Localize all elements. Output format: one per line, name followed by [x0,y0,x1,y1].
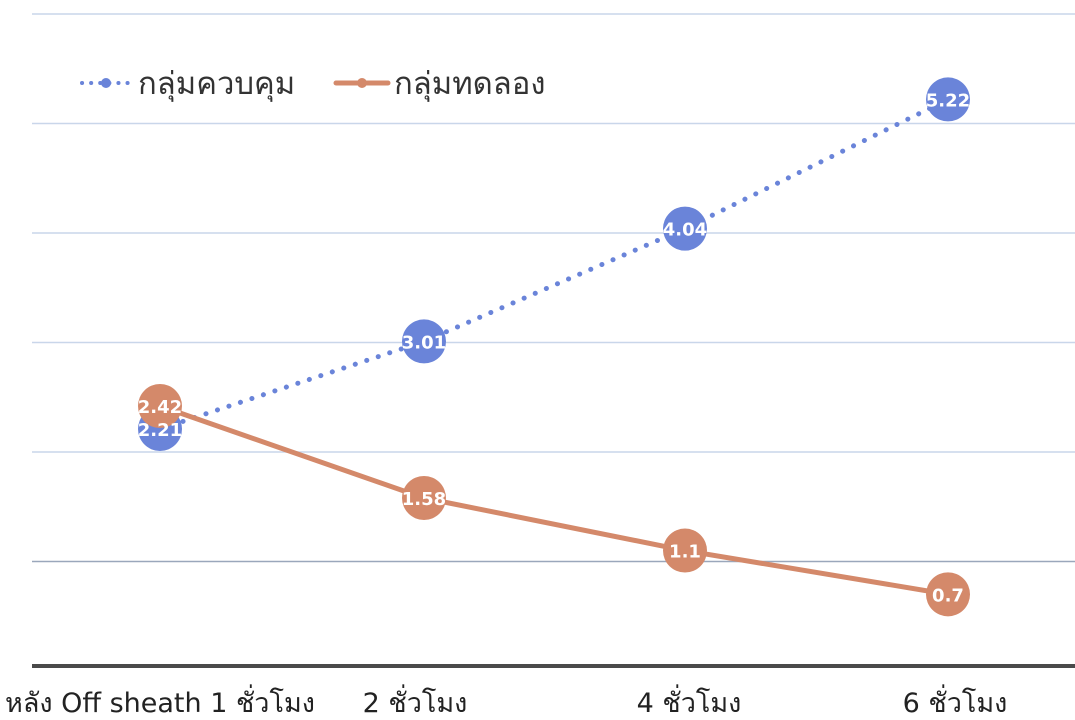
data-point-control [402,319,446,364]
series-line-control [157,96,951,432]
x-tick-label: หลัง Off sheath 1 ชั่วโมง [5,684,315,719]
data-point-control [663,206,707,251]
data-point-experiment [402,475,446,520]
data-label-control: 5.22 [926,90,970,111]
data-label-experiment: 1.58 [402,489,446,510]
data-label-experiment: 0.7 [932,585,964,606]
data-point-experiment [663,528,707,573]
data-label-control: 2.21 [138,420,182,441]
legend-item-control: กลุ่มควบคุม [80,66,295,103]
data-label-control: 4.04 [663,220,707,241]
data-point-experiment [138,384,182,429]
data-label-control: 3.01 [402,332,446,353]
x-tick-labels: หลัง Off sheath 1 ชั่วโมง 2 ชั่วโมง 4 ชั่ว… [5,684,1007,719]
x-tick-label: 2 ชั่วโมง [363,684,468,719]
legend-label-experiment: กลุ่มทดลอง [394,66,546,103]
legend-experiment-marker-icon [357,78,367,88]
legend-control-marker-icon [101,78,111,88]
series-layer: 2.21 3.01 4.04 5.22 2.42 1.58 1.1 0.7 [138,77,970,617]
legend: กลุ่มควบคุม กลุ่มทดลอง [80,66,546,103]
data-point-experiment [926,572,970,617]
data-label-experiment: 2.42 [138,397,182,418]
series-line-experiment [157,403,951,597]
x-tick-label: 6 ชั่วโมง [903,684,1008,719]
x-tick-label: 4 ชั่วโมง [637,684,742,719]
gridlines [32,13,1075,563]
legend-item-experiment: กลุ่มทดลอง [333,66,546,103]
legend-label-control: กลุ่มควบคุม [138,66,295,103]
data-label-experiment: 1.1 [669,542,701,563]
data-point-control [926,77,970,122]
